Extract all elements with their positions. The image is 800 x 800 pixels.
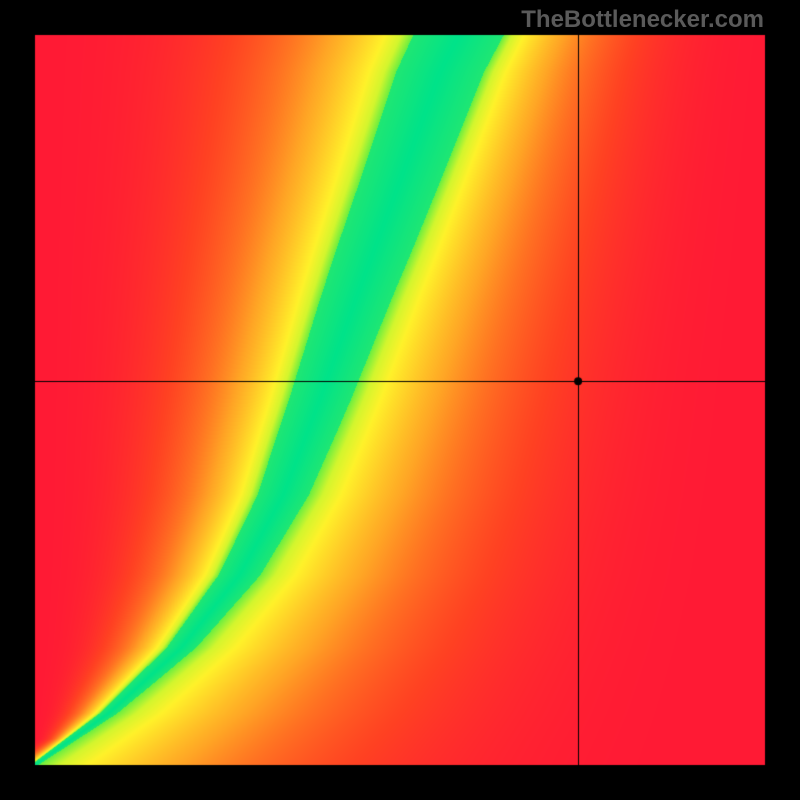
chart-container: TheBottlenecker.com bbox=[0, 0, 800, 800]
watermark-text: TheBottlenecker.com bbox=[521, 6, 764, 34]
heatmap-canvas bbox=[0, 0, 800, 800]
